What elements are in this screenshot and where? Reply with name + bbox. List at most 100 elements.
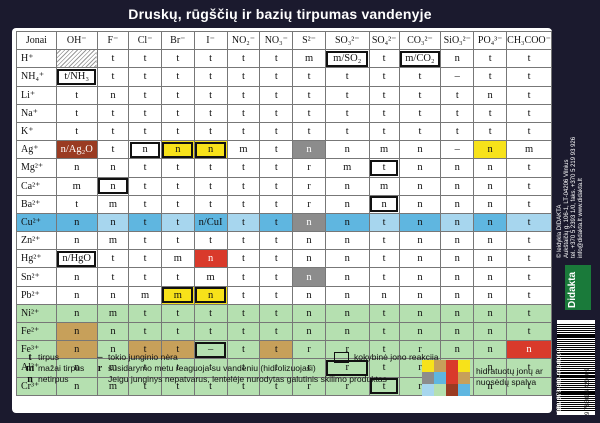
solubility-cell: t (193, 303, 228, 324)
solubility-cell: n (473, 194, 508, 214)
solubility-cell: t (160, 212, 195, 233)
solubility-cell: m (160, 249, 195, 269)
barcode-number: 9 786094 420009 (585, 368, 591, 415)
solubility-cell: t (193, 67, 228, 87)
solubility-cell: t/NH₃ (55, 67, 98, 87)
header-anion: OH⁻ (55, 30, 98, 51)
solubility-cell: r (292, 358, 326, 378)
solubility-cell: n (473, 340, 508, 360)
solubility-cell: n (292, 321, 326, 342)
barcode-bar (557, 354, 595, 356)
solubility-cell: t (368, 358, 400, 378)
table-row: Li⁺ t n t t t t t t t t t t n t (16, 85, 552, 105)
solubility-cell: t (398, 103, 442, 123)
solubility-cell: – (440, 67, 475, 87)
solubility-cell: t (506, 358, 552, 378)
solubility-cell: t (506, 249, 552, 269)
solubility-cell: t (259, 267, 294, 287)
solubility-cell: m/CO₂ (398, 49, 442, 69)
solubility-cell: t (193, 121, 228, 142)
solubility-cell: n (324, 321, 370, 342)
solubility-cell: t (226, 249, 261, 269)
solubility-cell: n (440, 249, 475, 269)
solubility-cell: t (128, 49, 162, 69)
barcode-bar (557, 360, 595, 361)
solubility-cell: t (226, 285, 261, 305)
solubility-cell: t (368, 267, 400, 287)
solubility-cell: r (292, 176, 326, 196)
legend-m: m mažai tirpus (25, 363, 85, 374)
solubility-cell: t (96, 249, 130, 269)
isbn-text: ISBN 978-609-442-000-9 (557, 347, 563, 415)
solubility-cell: t (160, 176, 195, 196)
solubility-cell: r (398, 340, 442, 360)
solubility-cell: n (440, 212, 475, 233)
barcode-bar (557, 405, 595, 407)
solubility-cell: t (259, 321, 294, 342)
solubility-cell: t (368, 231, 400, 251)
solubility-cell: t (259, 285, 294, 305)
solubility-cell: t (55, 194, 98, 214)
solubility-cell: n (398, 158, 442, 178)
solubility-cell: t (473, 121, 508, 142)
solubility-cell: t (160, 67, 195, 87)
legend-note: Jeigu junginys nepatvarus, lentelėje nur… (108, 374, 387, 384)
reaction-box-swatch (334, 352, 349, 363)
solubility-cell: n (55, 285, 98, 305)
solubility-cell: r (324, 358, 370, 378)
table-row: H⁺ t t t t t t m m/SO₂ t m/CO₂ n t t (16, 49, 552, 69)
header-anion: I⁻ (193, 30, 228, 51)
table-row: Pb²⁺ n n m m n t t n n n n n n t (16, 285, 552, 305)
solubility-cell: – (440, 140, 475, 160)
solubility-cell: r (324, 376, 370, 396)
cation-label: Ni²⁺ (16, 303, 57, 324)
solubility-cell: n (324, 249, 370, 269)
solubility-cell: n (473, 376, 508, 396)
solubility-cell: t (160, 85, 195, 105)
solubility-cell: t (128, 212, 162, 233)
solubility-cell: n/HgO (55, 249, 98, 269)
cation-label: Ba²⁺ (16, 194, 57, 214)
barcode-bar (557, 377, 595, 378)
table-row: Zn²⁺ n m t t t t t n n t n n n t (16, 231, 552, 251)
cation-label: Li⁺ (16, 85, 57, 105)
barcode-bar (557, 396, 595, 397)
solubility-cell: t (226, 340, 261, 360)
barcode-bar (557, 337, 595, 339)
table-row: Ca²⁺ m n t t t t t r n m n n n t (16, 176, 552, 196)
solubility-cell: n (398, 194, 442, 214)
barcode-bar (557, 388, 595, 390)
solubility-cell: t (128, 358, 162, 378)
solubility-cell: n (55, 158, 98, 178)
solubility-cell: n (398, 303, 442, 324)
solubility-cell: t (506, 121, 552, 142)
legend-dash: – tokio junginio nėra (97, 352, 178, 363)
solubility-cell: n (55, 267, 98, 287)
solubility-cell: n (96, 176, 130, 196)
solubility-cell: t (193, 194, 228, 214)
solubility-cell: m (96, 376, 130, 396)
solubility-cell: r (292, 194, 326, 214)
solubility-cell: t (259, 121, 294, 142)
header-anion: NO₃⁻ (259, 30, 294, 51)
barcode-bar (557, 400, 595, 401)
solubility-cell: n (398, 249, 442, 269)
solubility-cell: m (128, 285, 162, 305)
solubility-cell: t (96, 103, 130, 123)
header-anion: S²⁻ (292, 30, 326, 51)
table-row: Ag⁺ n/Ag₂O t n n n m t n n m n – n m (16, 140, 552, 160)
solubility-cell: t (292, 121, 326, 142)
barcode-bar (557, 358, 595, 360)
solubility-cell: t (96, 140, 130, 160)
solubility-cell: n (398, 140, 442, 160)
solubility-cell: t (259, 194, 294, 214)
solubility-cell: t (193, 176, 228, 196)
table-row: Hg²⁺ n/HgO t t m n t t n n t n n n t (16, 249, 552, 269)
solubility-cell: t (324, 121, 370, 142)
solubility-cell: t (128, 231, 162, 251)
solubility-cell: t (259, 249, 294, 269)
solubility-cell: n (473, 267, 508, 287)
solubility-cell: n (193, 285, 228, 305)
solubility-cell: t (193, 321, 228, 342)
barcode-bar (557, 350, 595, 352)
